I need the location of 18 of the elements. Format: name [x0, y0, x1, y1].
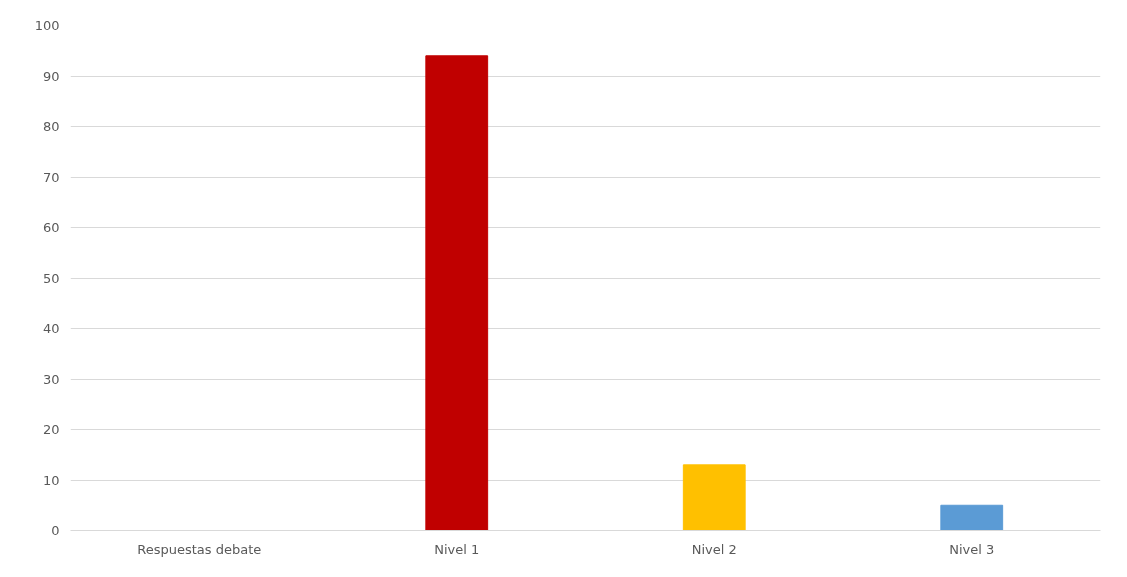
y-tick-label: 40: [42, 321, 60, 336]
y-tick-label: 30: [42, 371, 60, 387]
bar: [425, 55, 489, 531]
y-tick-label: 90: [42, 68, 60, 84]
y-tick-label: 70: [42, 169, 60, 185]
y-tick-label: 50: [42, 270, 60, 286]
x-tick-label: Nivel 2: [691, 541, 737, 557]
x-tick-label: Nivel 1: [434, 541, 480, 557]
y-tick-label: 60: [42, 220, 60, 235]
x-tick-label: Nivel 3: [949, 541, 995, 557]
bar: [682, 464, 746, 531]
x-tick-label: Respuestas debate: [137, 541, 262, 557]
y-tick-label: 20: [42, 422, 60, 437]
y-tick-label: 10: [42, 472, 60, 488]
bar: [940, 504, 1004, 531]
y-tick-label: 80: [42, 119, 60, 134]
y-tick-label: 100: [34, 18, 60, 33]
y-tick-label: 0: [51, 523, 60, 538]
